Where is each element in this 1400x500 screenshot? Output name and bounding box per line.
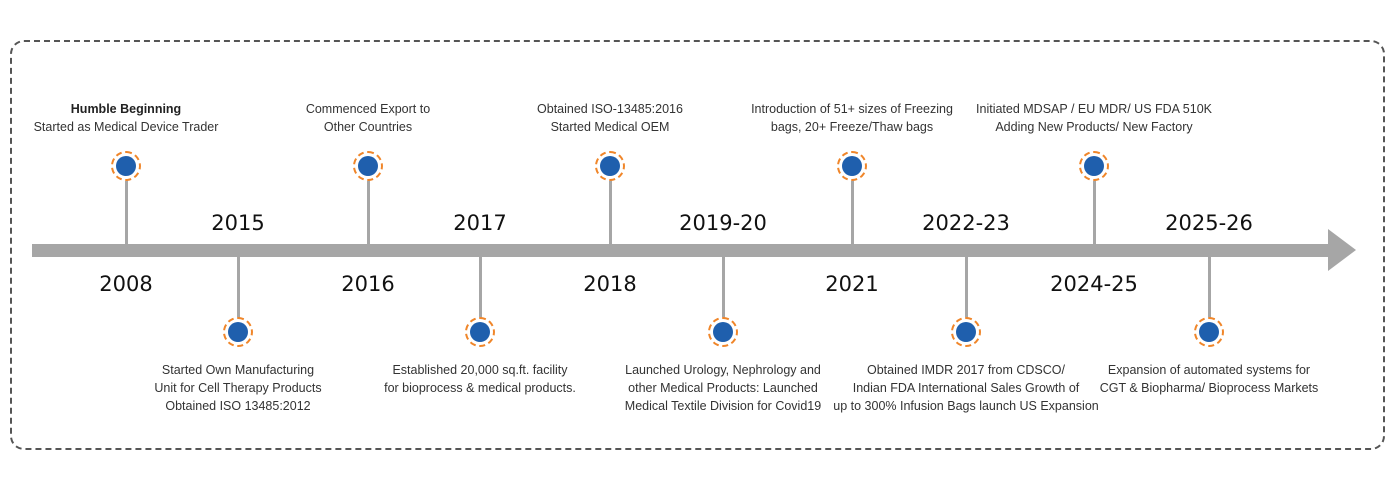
timeline-axis <box>32 244 1332 257</box>
event-line: for bioprocess & medical products. <box>384 381 576 395</box>
event-2024-25-node <box>1079 151 1109 181</box>
event-2016-node <box>353 151 383 181</box>
event-2017-stem <box>478 257 482 319</box>
event-line: Adding New Products/ New Factory <box>995 120 1193 134</box>
event-line: Obtained IMDR 2017 from CDSCO/ <box>867 363 1065 377</box>
event-2018-node <box>595 151 625 181</box>
event-2008-description: Humble Beginning Started as Medical Devi… <box>0 100 266 136</box>
event-2019-20-year: 2019-20 <box>679 211 767 235</box>
event-line: Started Medical OEM <box>550 120 670 134</box>
event-2015-node <box>223 317 253 347</box>
event-2021-node <box>837 151 867 181</box>
event-2025-26-year: 2025-26 <box>1165 211 1253 235</box>
event-2024-25-description: Initiated MDSAP / EU MDR/ US FDA 510K Ad… <box>954 100 1234 136</box>
event-2015-description: Started Own Manufacturing Unit for Cell … <box>98 361 378 415</box>
event-line: bags, 20+ Freeze/Thaw bags <box>770 120 934 134</box>
event-heading: Humble Beginning <box>70 102 182 116</box>
event-2019-20-node <box>708 317 738 347</box>
event-2022-23-node <box>951 317 981 347</box>
event-2021-description: Introduction of 51+ sizes of Freezing ba… <box>712 100 992 136</box>
event-2017-description: Established 20,000 sq.ft. facility for b… <box>340 361 620 397</box>
event-2017-year: 2017 <box>453 211 507 235</box>
event-line: Established 20,000 sq.ft. facility <box>392 363 568 377</box>
event-line: Launched Urology, Nephrology and <box>625 363 821 377</box>
event-line: up to 300% Infusion Bags launch US Expan… <box>833 399 1099 413</box>
event-line: Obtained ISO-13485:2016 <box>537 102 683 116</box>
event-line: CGT & Biopharma/ Bioprocess Markets <box>1099 381 1319 395</box>
event-line: Unit for Cell Therapy Products <box>154 381 322 395</box>
event-line: Commenced Export to <box>305 102 431 116</box>
event-2022-23-stem <box>964 257 968 319</box>
event-2015-stem <box>236 257 240 319</box>
event-2016-year: 2016 <box>341 272 395 296</box>
timeline-arrowhead <box>1328 229 1356 271</box>
event-2016-description: Commenced Export to Other Countries <box>228 100 508 136</box>
event-2016-stem <box>366 178 370 244</box>
event-line: Other Countries <box>323 120 413 134</box>
event-2024-25-year: 2024-25 <box>1050 272 1138 296</box>
event-line: Indian FDA International Sales Growth of <box>852 381 1080 395</box>
event-line: Introduction of 51+ sizes of Freezing <box>751 102 953 116</box>
event-line: Medical Textile Division for Covid19 <box>624 399 822 413</box>
event-line: Started as Medical Device Trader <box>33 120 219 134</box>
event-2025-26-description: Expansion of automated systems for CGT &… <box>1069 361 1349 397</box>
event-2008-year: 2008 <box>99 272 153 296</box>
event-2021-stem <box>850 178 854 244</box>
event-2022-23-description: Obtained IMDR 2017 from CDSCO/ Indian FD… <box>826 361 1106 415</box>
event-line: Initiated MDSAP / EU MDR/ US FDA 510K <box>976 102 1212 116</box>
event-2008-stem <box>124 178 128 244</box>
event-line: Started Own Manufacturing <box>161 363 315 377</box>
event-2019-20-stem <box>721 257 725 319</box>
event-line: Expansion of automated systems for <box>1107 363 1311 377</box>
event-2017-node <box>465 317 495 347</box>
event-line: other Medical Products: Launched <box>628 381 818 395</box>
event-2022-23-year: 2022-23 <box>922 211 1010 235</box>
event-2008-node <box>111 151 141 181</box>
event-2018-description: Obtained ISO-13485:2016 Started Medical … <box>470 100 750 136</box>
event-2021-year: 2021 <box>825 272 879 296</box>
event-2018-stem <box>608 178 612 244</box>
event-line: Obtained ISO 13485:2012 <box>165 399 311 413</box>
event-2015-year: 2015 <box>211 211 265 235</box>
event-2025-26-node <box>1194 317 1224 347</box>
event-2024-25-stem <box>1092 178 1096 244</box>
event-2018-year: 2018 <box>583 272 637 296</box>
event-2025-26-stem <box>1207 257 1211 319</box>
event-2019-20-description: Launched Urology, Nephrology and other M… <box>583 361 863 415</box>
timeline-frame <box>10 40 1385 450</box>
